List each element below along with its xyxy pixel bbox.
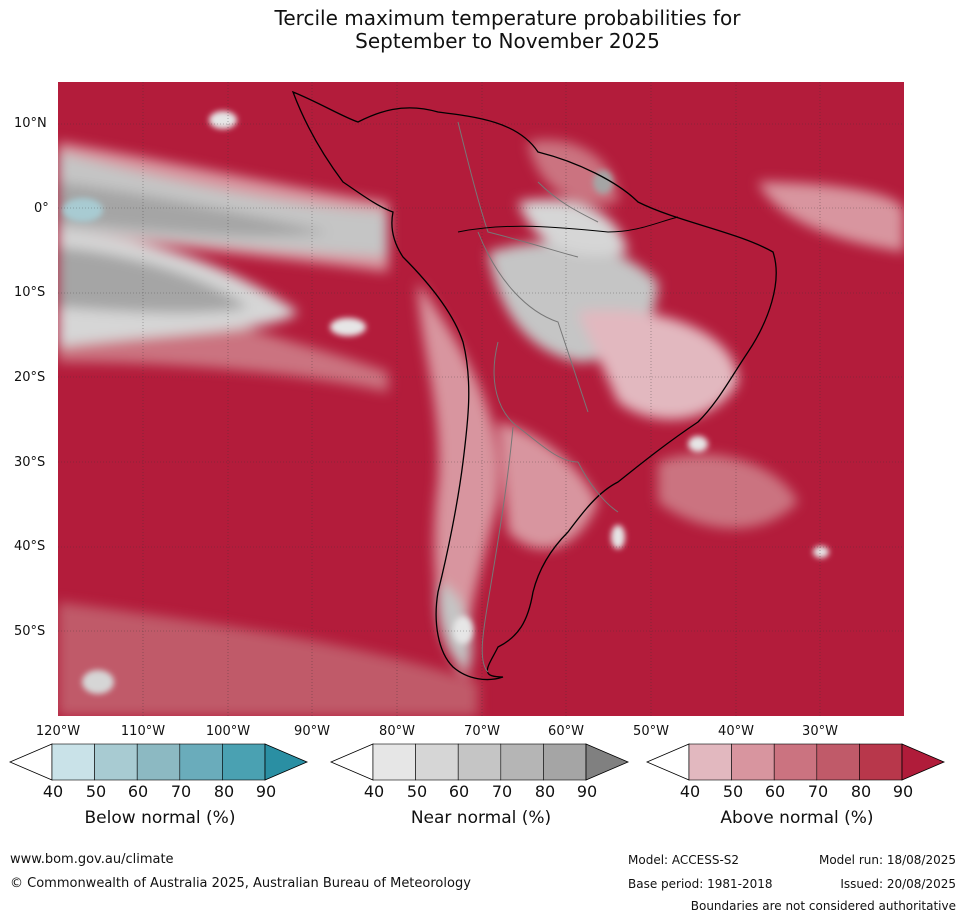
map-svg — [58, 82, 904, 716]
lon-label-50w: 50°W — [633, 724, 669, 739]
below-tick-90: 90 — [255, 782, 277, 801]
below-high-extend — [264, 743, 309, 781]
above-tick-90: 90 — [892, 782, 914, 801]
above-tick-80: 80 — [850, 782, 872, 801]
above-tick-60: 60 — [764, 782, 786, 801]
colorbar-near-normal — [329, 743, 630, 781]
lat-label-30s: 30°S — [14, 455, 46, 470]
below-low-extend — [8, 743, 53, 781]
below-swatch — [94, 743, 138, 781]
small-patches — [63, 111, 829, 694]
below-swatch — [222, 743, 266, 781]
below-tick-40: 40 — [42, 782, 64, 801]
above-swatch — [859, 743, 903, 781]
above-swatch — [773, 743, 818, 781]
probability-map — [58, 82, 904, 716]
lat-label-50s: 50°S — [14, 624, 46, 639]
issued-date: Issued: 20/08/2025 — [840, 877, 956, 891]
below-tick-60: 60 — [127, 782, 149, 801]
amazon-river — [457, 216, 679, 233]
below-normal-title: Below normal (%) — [84, 808, 236, 828]
near-swatch — [500, 743, 544, 781]
above-swatch — [816, 743, 860, 781]
below-swatch — [179, 743, 223, 781]
above-swatch — [731, 743, 775, 781]
above-normal-title: Above normal (%) — [720, 808, 874, 828]
lon-label-80w: 80°W — [379, 724, 415, 739]
boundaries-disclaimer: Boundaries are not considered authoritat… — [690, 899, 956, 913]
below-tick-50: 50 — [85, 782, 107, 801]
below-swatch — [136, 743, 181, 781]
above-high-extend — [901, 743, 946, 781]
copyright: © Commonwealth of Australia 2025, Austra… — [10, 876, 471, 891]
lon-label-100w: 100°W — [205, 724, 251, 739]
near-tick-70: 70 — [491, 782, 513, 801]
lat-label-0: 0° — [34, 201, 49, 216]
bom-url: www.bom.gov.au/climate — [10, 852, 174, 867]
lon-label-40w: 40°W — [718, 724, 754, 739]
near-high-extend — [585, 743, 630, 781]
near-swatch — [543, 743, 587, 781]
model-name: Model: ACCESS-S2 — [628, 853, 740, 867]
near-tick-60: 60 — [448, 782, 470, 801]
near-swatch — [415, 743, 459, 781]
lat-label-10n: 10°N — [14, 116, 47, 131]
below-swatch — [51, 743, 95, 781]
base-period: Base period: 1981-2018 — [628, 877, 773, 891]
near-tick-40: 40 — [363, 782, 385, 801]
near-swatch — [457, 743, 502, 781]
above-swatch — [688, 743, 732, 781]
near-low-extend — [329, 743, 374, 781]
above-low-extend — [645, 743, 690, 781]
map-title-line1: Tercile maximum temperature probabilitie… — [274, 6, 741, 30]
probability-zones — [58, 140, 904, 716]
model-run: Model run: 18/08/2025 — [818, 853, 956, 867]
lon-label-30w: 30°W — [802, 724, 838, 739]
lat-label-10s: 10°S — [14, 285, 46, 300]
near-tick-90: 90 — [576, 782, 598, 801]
south-america-coastline — [291, 90, 777, 681]
lat-label-20s: 20°S — [14, 370, 46, 385]
colorbar-above-normal — [645, 743, 946, 781]
below-tick-80: 80 — [213, 782, 235, 801]
country-borders — [457, 121, 619, 673]
below-tick-70: 70 — [170, 782, 192, 801]
lon-label-120w: 120°W — [35, 724, 81, 739]
lon-label-70w: 70°W — [464, 724, 500, 739]
map-title-line2: September to November 2025 — [355, 29, 660, 53]
colorbar-below-normal — [8, 743, 309, 781]
above-tick-50: 50 — [722, 782, 744, 801]
above-tick-40: 40 — [679, 782, 701, 801]
near-normal-title: Near normal (%) — [410, 808, 552, 828]
lat-label-40s: 40°S — [14, 539, 46, 554]
lon-label-110w: 110°W — [120, 724, 166, 739]
near-swatch — [372, 743, 416, 781]
near-tick-50: 50 — [406, 782, 428, 801]
lon-label-90w: 90°W — [294, 724, 330, 739]
above-tick-70: 70 — [807, 782, 829, 801]
near-tick-80: 80 — [534, 782, 556, 801]
lon-label-60w: 60°W — [548, 724, 584, 739]
